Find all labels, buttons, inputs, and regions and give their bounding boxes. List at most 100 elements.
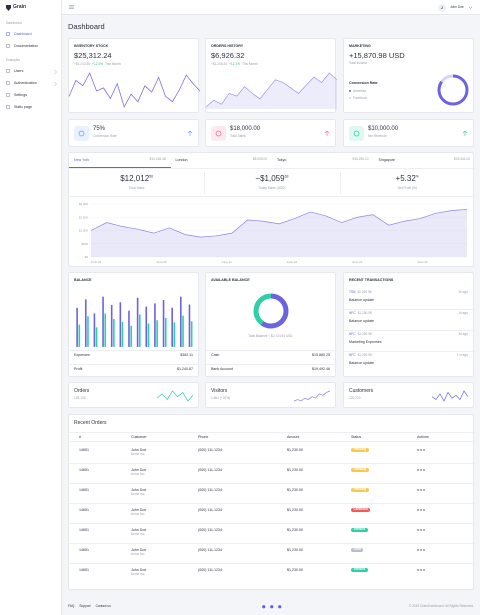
menu-dot <box>423 549 425 551</box>
column-header: # <box>79 435 81 439</box>
nav-item[interactable]: Dashboard <box>14 32 32 36</box>
nav-item[interactable]: Documentation <box>14 44 39 48</box>
mini-value: 1,864 (+20%) <box>211 396 231 400</box>
divider <box>206 363 337 365</box>
card-title: INVENTORY STOCK <box>74 44 109 48</box>
bar <box>121 321 124 347</box>
tab-amount: $23,444.00 <box>454 157 470 162</box>
divider <box>69 363 200 365</box>
city-tab[interactable]: Tokyo $15,236.13 <box>272 153 374 168</box>
summary-value-row: +5.32% <box>340 175 475 183</box>
nav-item[interactable]: Settings <box>14 93 27 97</box>
menu-dot <box>423 449 425 451</box>
card-value: $25,312.24 <box>74 51 112 60</box>
transaction-head: NFC $1,250.98 <box>349 311 372 316</box>
nav-item[interactable]: Users <box>14 69 24 73</box>
divider <box>69 168 475 169</box>
actions-menu[interactable] <box>417 549 425 551</box>
summary-cents: 63 <box>284 174 289 179</box>
transaction-amount: $1,250.98 <box>357 290 372 294</box>
customer-name: John Doe <box>131 548 147 552</box>
legend-label: Advertise <box>353 88 367 93</box>
nav-item[interactable]: Static page <box>14 105 32 109</box>
transaction-head: NFC $1,250.98 <box>349 353 372 358</box>
actions-menu[interactable] <box>417 509 425 511</box>
row-value: $1,240.87 <box>177 367 193 371</box>
footer-link[interactable]: Contact us <box>95 604 111 608</box>
icon-glyph <box>353 130 360 137</box>
stat-arrow <box>187 130 193 136</box>
sales-chart: $0 $500 $1,000 $1,500 $2,000 June 02 June 06 Ju… <box>79 202 468 264</box>
customer-company: Acme Inc. <box>131 452 146 456</box>
section-label: Dashboard <box>6 21 22 25</box>
bar <box>93 313 96 347</box>
change-row: +$1,213.45 +12.4% This Month <box>74 62 121 67</box>
x-tick-label: June 06 <box>156 260 167 264</box>
summary-value: −$1,059 <box>255 174 285 183</box>
change-row: +$1,208.30 +12.1% This Month <box>211 62 258 67</box>
donut-segment <box>253 293 289 329</box>
status-pill: Pending <box>351 487 369 493</box>
transaction-note: Balance update <box>349 319 374 323</box>
divider <box>344 351 475 352</box>
bar <box>182 315 184 347</box>
row-label: Profit <box>74 367 83 371</box>
footer-link[interactable]: Support <box>79 604 91 608</box>
stat-card: $10,000.00 Net Revenue <box>343 119 474 147</box>
balance-chart <box>76 296 193 347</box>
city-tab[interactable]: London $8,939.00 <box>171 153 273 168</box>
icon-shape <box>6 105 10 110</box>
bar <box>87 316 89 347</box>
available-balance-card: AVAILABLE BALANCE Total Balance ≈ $2,724.… <box>205 272 337 377</box>
icon-shape <box>6 93 10 98</box>
actions-menu[interactable] <box>417 529 425 531</box>
amount: $1,230.00 <box>287 448 303 452</box>
phone: (000) 111-1234 <box>198 548 223 552</box>
customer-company: Acme Inc. <box>131 492 146 496</box>
icon-shape <box>6 81 10 86</box>
nav-icon <box>6 44 10 49</box>
bar <box>136 297 139 347</box>
user-name[interactable]: John Doe <box>450 4 464 9</box>
x-tick-label: June 02 <box>91 260 102 264</box>
phone: (000) 111-1234 <box>198 468 223 472</box>
amount: $1,230.00 <box>287 488 303 492</box>
logo-icon <box>6 5 11 11</box>
menu-dot <box>417 469 419 471</box>
icon-bg <box>211 126 226 141</box>
stat-label: Net Revenue <box>368 134 387 138</box>
customer-name: John Doe <box>131 528 147 532</box>
order-id: 14651 <box>79 508 89 512</box>
card-title: ORDERS HISTORY <box>211 44 244 48</box>
legend-swatch <box>349 90 351 93</box>
mini-label: Orders <box>74 388 90 394</box>
actions-menu[interactable] <box>417 569 425 571</box>
orders-card: Recent Orders # Customer Phone Amount Status A… <box>68 414 475 590</box>
avatar-initial: J <box>440 5 443 10</box>
divider <box>69 441 475 442</box>
avatar <box>438 3 446 12</box>
footer-link[interactable]: FAQ <box>68 604 75 608</box>
actions-menu[interactable] <box>417 469 425 471</box>
tab-city: London <box>175 158 188 162</box>
y-tick-label: $1,000 <box>79 229 89 233</box>
legend-dot <box>349 90 351 93</box>
bar <box>145 306 148 347</box>
city-tab[interactable]: New York $13,218.48 <box>69 153 171 168</box>
bar <box>173 322 176 347</box>
caret <box>468 6 473 9</box>
legend-swatch <box>349 97 351 100</box>
transaction-amount: $1,250.98 <box>357 332 372 336</box>
change-period: This Month <box>104 62 121 66</box>
chevron-shape <box>54 81 57 86</box>
actions-menu[interactable] <box>417 489 425 491</box>
customer-company: Acme Inc. <box>131 552 146 556</box>
icon-bg <box>74 126 89 141</box>
amount: $1,230.00 <box>287 468 303 472</box>
stat-value: $18,000.00 <box>230 126 261 132</box>
city-tab[interactable]: Singapore $23,444.00 <box>374 153 476 168</box>
transaction-code: NFC <box>349 332 356 336</box>
actions-menu[interactable] <box>417 449 425 451</box>
nav-item[interactable]: Authentication <box>14 81 37 85</box>
